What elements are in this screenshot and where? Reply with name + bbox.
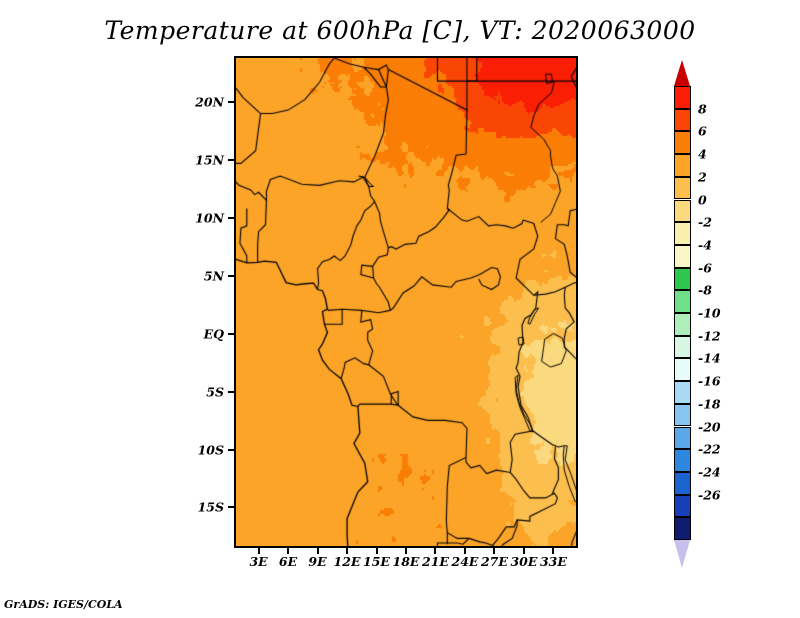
colorbar-tick-label: 0 [698,192,707,207]
colorbar-tick-label: -12 [698,328,721,344]
grads-credit: GrADS: IGES/COLA [4,598,123,611]
x-axis-label: 15E [363,554,390,569]
colorbar-tick-label: -26 [698,487,721,503]
colorbar-tick-label: -22 [698,441,721,457]
colorbar-tick-label: -18 [698,396,721,412]
colorbar-tick-label: 8 [698,101,707,117]
x-tick [257,548,260,554]
y-tick [228,101,234,104]
colorbar-tick-label: -20 [698,419,721,434]
x-tick [375,548,378,554]
x-tick [346,548,349,554]
colorbar-bottom-arrow [674,540,690,568]
y-axis-label: 15N [195,152,224,168]
colorbar-tick-label: 4 [698,146,707,162]
y-tick [228,217,234,220]
x-axis-label: 9E [308,554,327,569]
y-tick [228,506,234,509]
x-axis-label: 6E [278,554,298,569]
colorbar-segment [674,267,691,291]
colorbar-segment [674,199,691,223]
colorbar-top-arrow [674,60,690,86]
x-tick [522,548,525,554]
colorbar-tick-label: -2 [698,214,712,230]
colorbar-segment [674,471,691,495]
colorbar-segment [674,131,691,155]
x-tick [405,548,407,554]
x-axis-label: 12E [333,554,361,569]
colorbar-segment [674,358,691,382]
colorbar-tick-label: -8 [698,282,712,298]
y-axis-label: EQ [203,326,224,342]
x-axis-label: 18E [392,554,420,569]
y-axis-label: 5N [203,268,224,284]
colorbar-tick-label: -14 [698,350,721,366]
y-axis-label: 20N [195,94,224,110]
colorbar-tick-label: 2 [698,169,707,185]
colorbar-segment [674,244,691,268]
map-plot-area [234,56,578,548]
y-tick [228,332,234,335]
colorbar-segment [674,154,691,177]
colorbar-segment [674,290,691,313]
x-tick [287,548,290,554]
x-tick [463,548,466,554]
colorbar-tick-label: -10 [698,305,721,321]
colorbar-segment [674,176,691,200]
x-axis-label: 24E [451,554,479,569]
y-tick [228,274,234,277]
x-axis-label: 27E [480,554,508,569]
colorbar-segment [674,517,691,540]
x-axis-label: 30E [510,554,538,569]
colorbar-tick-label: -6 [698,260,712,276]
colorbar-segment [674,381,691,404]
y-axis-label: 5S [206,384,224,400]
colorbar-segment [674,86,691,109]
temperature-field-canvas [236,58,576,546]
y-tick [228,448,234,451]
y-axis-label: 10N [195,210,224,226]
colorbar-segment [674,222,691,245]
colorbar-segment [674,108,691,132]
colorbar-segment [674,426,691,450]
colorbar-tick-label: -24 [698,464,721,480]
colorbar-tick-label: -4 [698,237,712,253]
x-axis-label: 33E [539,554,567,569]
colorbar-segment [674,494,691,518]
y-tick [228,159,234,162]
colorbar-segment [674,403,691,427]
x-tick [552,548,555,554]
colorbar-segment [674,449,691,472]
x-axis-label: 21E [422,554,449,569]
colorbar-segment [674,313,691,336]
y-tick [228,390,234,393]
colorbar-tick-label: 6 [698,123,707,139]
y-axis-label: 15S [197,499,224,515]
x-tick [493,548,496,554]
colorbar-segment [674,335,691,359]
x-tick [434,548,437,554]
colorbar-tick-label: -16 [698,373,721,389]
y-axis-label: 10S [197,442,224,458]
x-axis-label: 3E [249,554,268,569]
page-title: Temperature at 600hPa [C], VT: 202006300… [104,16,696,45]
x-tick [316,548,319,554]
